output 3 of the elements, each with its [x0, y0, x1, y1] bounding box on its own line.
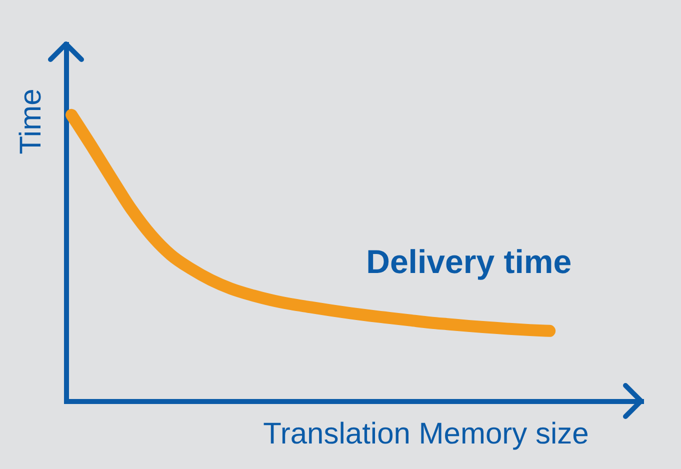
y-axis-title: Time	[14, 88, 48, 154]
series-label: Delivery time	[366, 242, 572, 280]
x-axis-title: Translation Memory size	[263, 418, 589, 450]
